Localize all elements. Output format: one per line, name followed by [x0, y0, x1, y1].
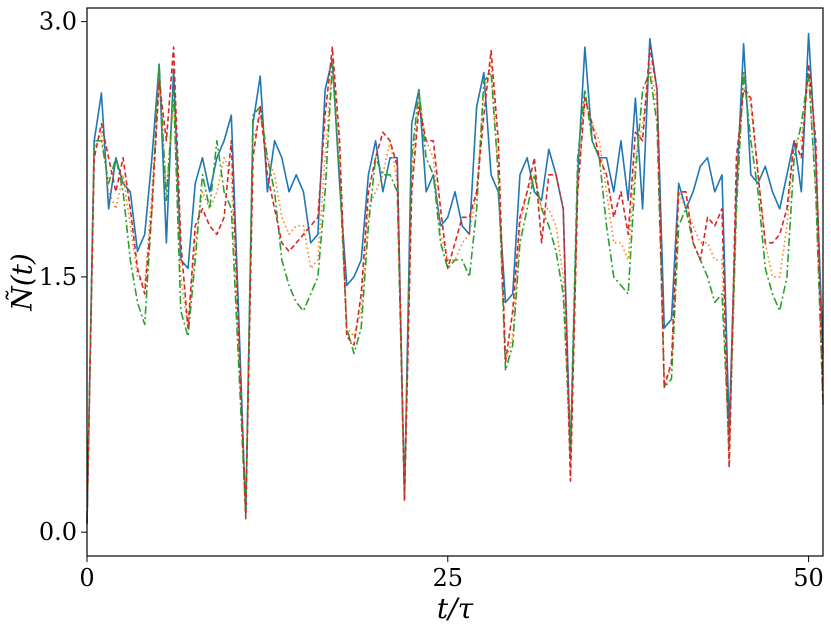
x-axis: 0 25 50	[79, 556, 824, 592]
series-line-1	[86, 32, 824, 524]
x-tick-label: 0	[79, 564, 94, 592]
x-axis-label: t/τ	[437, 592, 474, 625]
series-line-4	[86, 46, 824, 524]
plot-frame	[86, 7, 824, 557]
y-axis: 0.0 1.5 3.0	[39, 8, 87, 546]
y-tick-label: 0.0	[39, 518, 77, 546]
x-tick-label: 25	[433, 564, 464, 592]
x-tick-label: 50	[793, 564, 824, 592]
y-axis-label: Ñ(t)	[6, 253, 39, 312]
y-tick-label: 3.0	[39, 8, 77, 36]
series-layer	[86, 32, 824, 524]
y-tick-label: 1.5	[39, 263, 77, 291]
series-line-3	[86, 63, 824, 524]
